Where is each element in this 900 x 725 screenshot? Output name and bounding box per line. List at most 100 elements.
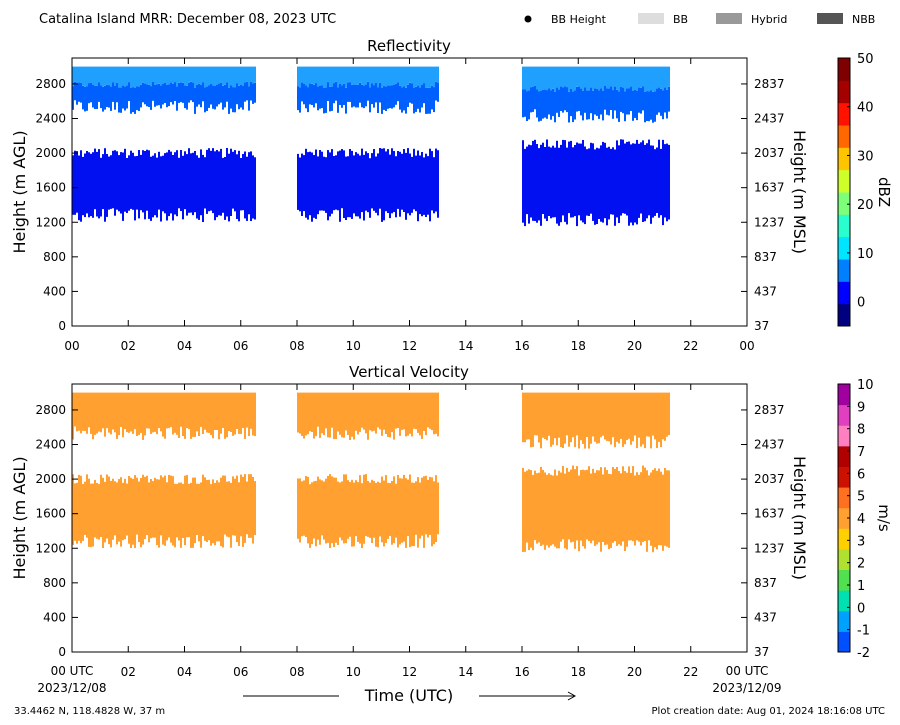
colorbar-swatch xyxy=(838,548,850,571)
data-cell xyxy=(530,392,532,448)
data-cell xyxy=(349,66,351,83)
data-cell xyxy=(102,392,104,429)
data-cell xyxy=(150,86,152,110)
data-cell xyxy=(178,482,180,541)
data-cell xyxy=(248,66,250,87)
data-cell xyxy=(343,83,345,105)
data-cell xyxy=(323,156,325,211)
data-cell xyxy=(556,66,558,88)
data-cell xyxy=(307,87,309,113)
data-cell xyxy=(656,66,658,89)
data-cell xyxy=(544,392,546,439)
data-cell xyxy=(108,85,110,108)
data-cell xyxy=(381,66,383,88)
data-cell xyxy=(122,85,124,109)
data-cell xyxy=(154,477,156,538)
data-cell xyxy=(612,147,614,215)
data-cell xyxy=(172,83,174,105)
data-cell xyxy=(120,152,122,214)
data-cell xyxy=(74,81,76,101)
reflectivity-ylabel-right: Height (m MSL) xyxy=(790,130,809,254)
data-cell xyxy=(170,66,172,83)
data-cell xyxy=(116,482,118,545)
data-cell xyxy=(664,392,666,441)
data-cell xyxy=(86,86,88,111)
data-cell xyxy=(96,151,98,217)
colorbar-tick-label: 4 xyxy=(857,512,865,527)
data-cell xyxy=(307,392,309,435)
data-layer-s2-l0 xyxy=(522,392,670,449)
data-cell xyxy=(144,392,146,436)
data-cell xyxy=(341,149,343,209)
data-cell xyxy=(650,472,652,546)
data-cell xyxy=(76,392,78,432)
data-cell xyxy=(192,82,194,103)
data-cell xyxy=(112,392,114,430)
data-cell xyxy=(417,477,419,548)
data-cell xyxy=(208,66,210,86)
data-cell xyxy=(210,150,212,211)
data-cell xyxy=(574,90,576,120)
data-layer-s2-l1 xyxy=(522,465,670,553)
data-cell xyxy=(387,66,389,86)
data-cell xyxy=(224,392,226,439)
data-layer-s1-l1 xyxy=(297,474,439,549)
colorbar-tick-label: 3 xyxy=(857,534,865,549)
data-cell xyxy=(110,66,112,87)
x-tick-label: 04 xyxy=(177,665,192,679)
data-cell xyxy=(156,84,158,106)
data-cell xyxy=(435,475,437,542)
data-cell xyxy=(138,392,140,435)
data-cell xyxy=(164,392,166,439)
data-cell xyxy=(134,66,136,88)
data-cell xyxy=(654,392,656,440)
data-cell xyxy=(411,392,413,437)
data-cell xyxy=(576,66,578,87)
data-cell xyxy=(554,91,556,123)
data-cell xyxy=(140,66,142,85)
data-cell xyxy=(397,392,399,428)
data-cell xyxy=(166,392,168,429)
time-axis-label: Time (UTC) xyxy=(364,686,453,705)
data-cell xyxy=(200,392,202,427)
data-cell xyxy=(375,66,377,83)
data-cell xyxy=(550,66,552,91)
data-cell xyxy=(144,66,146,84)
data-cell xyxy=(526,392,528,440)
data-cell xyxy=(80,392,82,434)
data-cell xyxy=(230,482,232,548)
data-cell xyxy=(311,83,313,105)
x-tick-label: 16 xyxy=(514,339,529,353)
nbb-patch xyxy=(817,13,843,24)
data-cell xyxy=(333,477,335,547)
data-cell xyxy=(608,66,610,89)
data-cell xyxy=(590,473,592,544)
data-cell xyxy=(118,66,120,88)
data-cell xyxy=(636,139,638,225)
data-cell xyxy=(301,392,303,436)
data-cell xyxy=(588,466,590,542)
data-cell xyxy=(620,392,622,439)
data-cell xyxy=(578,475,580,552)
data-cell xyxy=(166,482,168,541)
colorbar-tick-label: 30 xyxy=(857,149,874,164)
data-cell xyxy=(536,473,538,544)
data-cell xyxy=(180,82,182,103)
data-cell xyxy=(116,151,118,210)
data-cell xyxy=(570,469,572,543)
data-cell xyxy=(122,392,124,438)
data-cell xyxy=(596,147,598,224)
data-cell xyxy=(622,66,624,88)
data-cell xyxy=(399,86,401,110)
data-cell xyxy=(315,392,317,437)
dbz-colorbar: 0 10 20 30 40 50 xyxy=(837,52,874,327)
data-cell xyxy=(190,153,192,213)
colorbar-swatch xyxy=(838,569,850,591)
data-cell xyxy=(385,475,387,543)
data-cell xyxy=(359,82,361,103)
data-cell xyxy=(401,392,403,430)
data-cell xyxy=(427,66,429,88)
data-cell xyxy=(114,86,116,110)
data-cell xyxy=(98,392,100,432)
data-cell xyxy=(564,392,566,444)
